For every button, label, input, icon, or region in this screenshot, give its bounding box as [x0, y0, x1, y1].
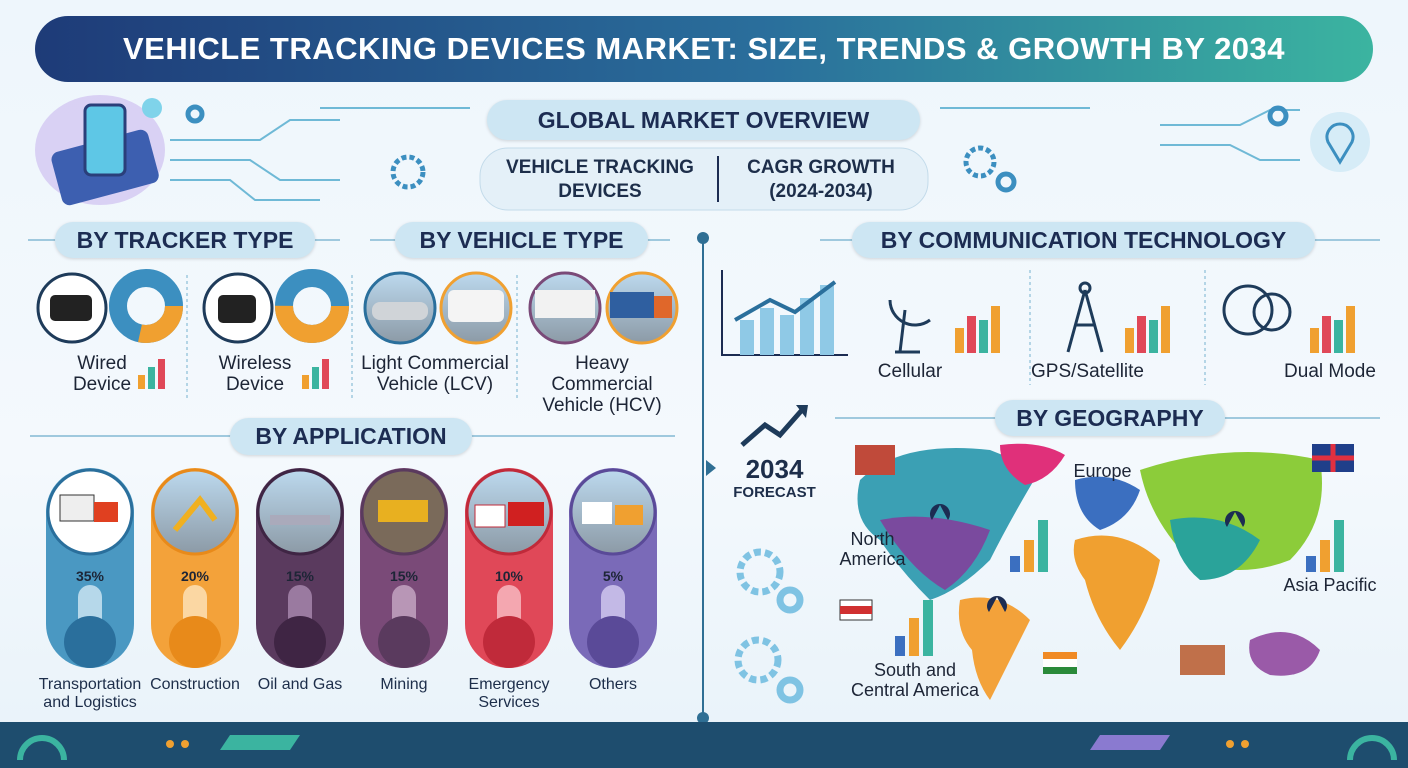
mini-bar-icons: [138, 306, 1355, 389]
section-title: BY TRACKER TYPE: [55, 222, 315, 258]
application-label: Oil and Gas: [257, 676, 343, 693]
share: 15%: [285, 568, 315, 584]
divider-dot: [697, 232, 709, 244]
share: 20%: [180, 568, 210, 584]
region-label: South and Central America: [850, 660, 980, 700]
share: 35%: [75, 568, 105, 584]
world-map: [839, 443, 1354, 700]
title: VEHICLE TRACKING DEVICES MARKET: SIZE, T…: [122, 31, 1286, 66]
vehicle-icons: [363, 271, 679, 345]
comm-label: GPS/Satellite: [1031, 361, 1144, 382]
divider-dot: [697, 712, 709, 724]
application-label: Construction: [150, 676, 240, 693]
overview-left: VEHICLE TRACKING DEVICES: [506, 157, 694, 202]
comm-label: Cellular: [877, 361, 943, 382]
forecast-icon: [740, 405, 808, 447]
application-label: Mining: [380, 676, 428, 693]
comm-label: Dual Mode: [1284, 361, 1376, 382]
footer-accents: [17, 735, 1397, 761]
tracker-label: Wireless Device: [218, 353, 292, 395]
share: 5%: [602, 568, 624, 584]
overview-right: CAGR GROWTH (2024-2034): [747, 157, 895, 202]
divider-arrow: [706, 460, 716, 476]
device-icon: [35, 95, 165, 206]
application-label: Others: [588, 676, 637, 693]
title-banner: [35, 16, 1373, 82]
overview-title: GLOBAL MARKET OVERVIEW: [487, 100, 920, 140]
section-title: BY GEOGRAPHY: [995, 400, 1225, 436]
section-title: BY VEHICLE TYPE: [395, 222, 648, 258]
footer-band: [0, 722, 1408, 768]
region-label: Europe: [1073, 461, 1132, 481]
tracker-label: Wired Device: [72, 353, 132, 395]
forecast-label: FORECAST: [733, 484, 816, 501]
comm-icons: [888, 281, 1292, 354]
section-title: BY COMMUNICATION TECHNOLOGY: [852, 222, 1315, 258]
vehicle-label: Heavy Commercial Vehicle (HCV): [542, 353, 662, 416]
share: 15%: [389, 568, 419, 584]
overview-box: [479, 147, 929, 211]
gears: [185, 104, 1289, 193]
region-label: Asia Pacific: [1283, 575, 1377, 595]
application-label: Transportation and Logistics: [38, 676, 142, 711]
application-columns: [46, 468, 657, 668]
location-icon: [1310, 112, 1370, 172]
application-label: Emergency Services: [468, 676, 550, 711]
section-title: BY APPLICATION: [230, 418, 472, 455]
share: 10%: [494, 568, 524, 584]
trend-chart: [721, 270, 848, 356]
region-label: North America: [839, 529, 906, 569]
tracker-icons: [36, 269, 349, 344]
item-dividers: [186, 270, 1206, 400]
forecast-year: 2034: [745, 454, 804, 484]
gears-lower: [734, 548, 804, 704]
vehicle-label: Light Commercial Vehicle (LCV): [361, 353, 509, 395]
